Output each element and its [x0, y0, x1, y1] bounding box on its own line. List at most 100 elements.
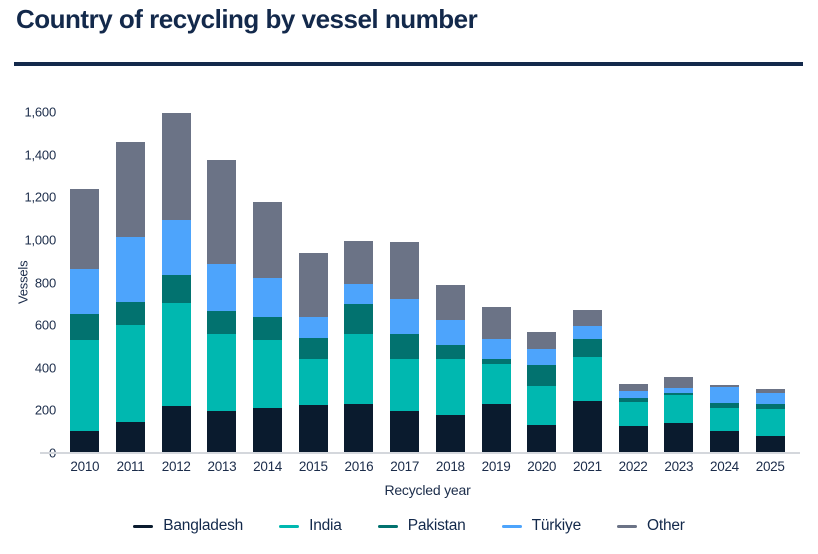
bar-2021-segment-bangladesh — [572, 400, 602, 453]
bar-2021-segment-pakistan — [572, 339, 602, 358]
bar-2024-segment-t-rkiye — [709, 386, 739, 403]
bar-2018-segment-pakistan — [435, 345, 465, 360]
legend-marker-bangladesh-icon — [133, 524, 154, 528]
bar-2014-segment-other — [253, 201, 283, 279]
x-tick-label-2014: 2014 — [253, 459, 283, 474]
bar-2019-segment-bangladesh — [481, 403, 511, 453]
bar-2020-segment-india — [527, 385, 557, 426]
y-tick-label: 1,200 — [24, 189, 56, 205]
legend-label: Other — [647, 517, 685, 534]
bar-2016-segment-other — [344, 240, 374, 284]
bar-2011-segment-bangladesh — [116, 422, 146, 453]
legend-item-pakistan[interactable]: Pakistan — [377, 517, 466, 535]
x-axis-title: Recycled year — [384, 482, 471, 498]
bar-2010-segment-india — [70, 340, 100, 431]
x-tick-label-2017: 2017 — [390, 459, 420, 474]
bar-2017-segment-india — [390, 359, 420, 412]
legend-label: Bangladesh — [163, 517, 244, 534]
legend-item-other[interactable]: Other — [617, 517, 685, 535]
bar-2019-segment-india — [481, 363, 511, 404]
y-tick-label: 400 — [34, 360, 56, 376]
chart-title: Country of recycling by vessel number — [16, 4, 478, 34]
legend-label: Pakistan — [407, 517, 466, 534]
x-tick-label-2013: 2013 — [207, 459, 237, 474]
bar-2015-segment-other — [298, 252, 328, 317]
bar-2012-segment-bangladesh — [161, 406, 191, 453]
bar-2025 — [755, 112, 785, 453]
bar-2012-segment-pakistan — [161, 275, 191, 303]
y-tick-label: 1,000 — [24, 232, 56, 248]
bar-2011-segment-india — [116, 325, 146, 423]
bar-2016 — [344, 112, 374, 453]
bar-2013 — [207, 112, 237, 453]
bar-2015-segment-t-rkiye — [298, 316, 328, 338]
plot-area — [62, 112, 793, 453]
bar-2017-segment-t-rkiye — [390, 298, 420, 334]
bar-2018-segment-other — [435, 284, 465, 320]
bar-2018-segment-bangladesh — [435, 414, 465, 453]
legend-item-bangladesh[interactable]: Bangladesh — [133, 517, 243, 535]
bar-2010-segment-t-rkiye — [70, 268, 100, 315]
x-tick-label-2021: 2021 — [572, 459, 602, 474]
bar-2023-segment-bangladesh — [664, 423, 694, 453]
bar-2010 — [70, 112, 100, 453]
bar-2024-segment-pakistan — [709, 402, 739, 409]
bar-2013-segment-pakistan — [207, 311, 237, 334]
bar-2019-segment-other — [481, 307, 511, 340]
x-tick-label-2023: 2023 — [664, 459, 694, 474]
y-tick-label: 800 — [34, 275, 56, 290]
bar-2011-segment-other — [116, 141, 146, 237]
bar-2022-segment-pakistan — [618, 397, 648, 402]
legend-item-india[interactable]: India — [279, 517, 342, 535]
bar-2015-segment-pakistan — [298, 337, 328, 360]
legend-marker-india-icon — [279, 524, 300, 528]
bar-2016-segment-india — [344, 333, 374, 404]
bar-2016-segment-t-rkiye — [344, 283, 374, 304]
bar-2019 — [481, 112, 511, 453]
x-tick-label-2025: 2025 — [755, 459, 785, 474]
x-tick-label-2024: 2024 — [710, 459, 739, 474]
bar-2013-segment-t-rkiye — [207, 264, 237, 312]
y-tick-label: 600 — [34, 317, 56, 333]
bar-2024-segment-india — [709, 408, 739, 431]
bar-2022-segment-t-rkiye — [618, 391, 648, 398]
bar-2010-segment-bangladesh — [70, 430, 100, 453]
bar-2014 — [253, 112, 283, 453]
bar-2012-segment-india — [161, 302, 191, 407]
bar-2016-segment-pakistan — [344, 303, 374, 334]
x-tick-label-2016: 2016 — [344, 459, 374, 474]
x-axis-tick-labels: 2010 2011 2012 2013 2014 2015 2016 2017 2018 2019… — [62, 459, 793, 474]
legend-label: Türkiye — [531, 517, 582, 534]
bar-2013-segment-other — [207, 160, 237, 265]
bar-2022 — [618, 112, 648, 453]
bar-2020-segment-bangladesh — [527, 425, 557, 453]
bar-2018-segment-india — [435, 359, 465, 415]
bar-2013-segment-bangladesh — [207, 411, 237, 453]
bar-2021-segment-other — [572, 310, 602, 327]
y-tick-label: 1,400 — [24, 147, 56, 163]
bar-2016-segment-bangladesh — [344, 403, 374, 453]
bar-2017 — [390, 112, 420, 453]
x-tick-label-2011: 2011 — [116, 459, 145, 474]
y-tick-label: 1,600 — [24, 104, 56, 120]
bar-2020-segment-other — [527, 331, 557, 349]
bar-2014-segment-bangladesh — [253, 408, 283, 453]
bar-2022-segment-india — [618, 401, 648, 427]
bar-2010-segment-pakistan — [70, 314, 100, 341]
x-tick-label-2018: 2018 — [435, 459, 465, 474]
bar-2014-segment-india — [253, 340, 283, 409]
bar-2022-segment-bangladesh — [618, 426, 648, 453]
bar-2017-segment-bangladesh — [390, 411, 420, 453]
legend: Bangladesh India Pakistan Türkiye Other — [0, 517, 818, 535]
bar-2013-segment-india — [207, 333, 237, 412]
x-tick-label-2022: 2022 — [618, 459, 648, 474]
bar-2025-segment-t-rkiye — [755, 393, 785, 404]
bar-2021-segment-india — [572, 357, 602, 401]
bar-2017-segment-other — [390, 242, 420, 299]
bar-2023-segment-t-rkiye — [664, 388, 694, 394]
legend-item-t-rkiye[interactable]: Türkiye — [501, 517, 582, 535]
bar-2011 — [116, 112, 146, 453]
bar-2012 — [161, 112, 191, 453]
bar-2023-segment-india — [664, 395, 694, 424]
legend-marker-t-rkiye-icon — [501, 524, 522, 528]
